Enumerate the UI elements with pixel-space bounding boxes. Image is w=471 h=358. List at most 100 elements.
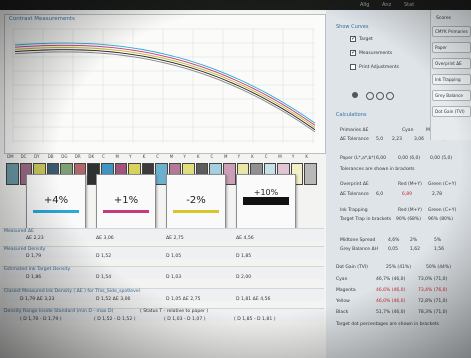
chart-curves bbox=[14, 42, 316, 133]
overprint-tol: ΔE Tolerance bbox=[340, 192, 369, 197]
contrast-curve bbox=[14, 47, 316, 128]
score-button[interactable]: Dot Gain (TVI) bbox=[432, 106, 471, 117]
measured-label: Measured ΔE bbox=[4, 229, 34, 234]
primaries-col: Cyan bbox=[402, 128, 414, 133]
dg-b: 78,3% (71,0) bbox=[418, 310, 448, 315]
swatch-label: DK bbox=[88, 154, 95, 159]
paper-label: Paper (L*,a*,b*) bbox=[340, 156, 376, 161]
dg-a: 46,7% (46,0) bbox=[376, 277, 406, 282]
deviation-box-black: +10% bbox=[236, 174, 296, 236]
swatch-label: DM bbox=[7, 154, 14, 159]
swatch-label: M bbox=[278, 154, 282, 159]
swatch-label: K bbox=[305, 154, 309, 159]
deviation-box-cyan: +4% bbox=[26, 174, 86, 236]
midtone-label: Midtone Spread bbox=[340, 238, 376, 243]
score-button[interactable]: CMYK Primaries bbox=[432, 26, 471, 37]
score-button-label: Overprint ΔE bbox=[435, 61, 462, 66]
paper-val: 0,00 (5,0) bbox=[430, 156, 453, 161]
score-button[interactable]: Paper bbox=[432, 42, 471, 53]
primaries-val: 2,23 bbox=[392, 137, 403, 142]
target-value: D 2,00 bbox=[236, 275, 252, 280]
score-button[interactable]: Grey Balance bbox=[432, 90, 471, 101]
closest-value: D 1,52 ΔE 3,06 bbox=[96, 297, 131, 302]
closest-value: D 1,81 ΔE 4,56 bbox=[236, 297, 271, 302]
deviation-box-magenta: +1% bbox=[96, 174, 156, 236]
range-status: ( Status T - relative to paper ) bbox=[140, 309, 209, 314]
density-label: Measured Density bbox=[4, 247, 46, 252]
deviation-value: +4% bbox=[43, 195, 69, 206]
score-button[interactable]: Overprint ΔE bbox=[432, 58, 471, 69]
measured-value: ΔE 2,75 bbox=[166, 236, 184, 241]
deviation-line bbox=[103, 210, 149, 213]
score-button-label: Dot Gain (TVI) bbox=[435, 109, 465, 114]
swatch-label: DB bbox=[47, 154, 54, 159]
midtone-val: 5% bbox=[434, 238, 442, 243]
overprint-label: Overprint ΔE bbox=[340, 182, 369, 187]
top-item[interactable]: Anz bbox=[382, 2, 392, 8]
swatch-label: Y bbox=[291, 154, 295, 159]
overprint-val: 6,89 bbox=[402, 192, 413, 197]
target-label: Estimated Ink Target Density bbox=[4, 267, 71, 272]
dg-b: 73,4% (76,0) bbox=[418, 288, 448, 293]
swatch-label: K bbox=[142, 154, 146, 159]
color-swatch bbox=[6, 163, 19, 185]
score-button[interactable]: Ink Trapping bbox=[432, 74, 471, 85]
swatch-label: M bbox=[224, 154, 228, 159]
range-value: ( D 1,85 - D 1,81 ) bbox=[234, 317, 276, 322]
top-item[interactable]: Stat bbox=[404, 2, 415, 8]
primaries-val: 3,06 bbox=[414, 137, 425, 142]
range-value: ( D 1,70 - D 1,79 ) bbox=[20, 317, 62, 322]
radio-group[interactable] bbox=[352, 92, 412, 102]
density-value: D 1,52 bbox=[96, 254, 112, 259]
dg-name: Black bbox=[336, 310, 349, 315]
calculations-title: Calculations bbox=[336, 112, 367, 118]
grey-val: 1,62 bbox=[410, 247, 421, 252]
chart-grid bbox=[12, 28, 315, 143]
swatch-label: DR bbox=[74, 154, 81, 159]
target-checkbox[interactable] bbox=[350, 35, 356, 42]
dg-name: Yellow bbox=[336, 299, 350, 304]
print-adjustments-checkbox[interactable] bbox=[350, 64, 356, 70]
swatch-label: DC bbox=[20, 154, 27, 159]
checkbox-label: Print Adjustments bbox=[359, 65, 399, 70]
closest-label: Closest Measured Ink Density ( ΔE ) for … bbox=[4, 289, 140, 294]
grey-label: Grey Balance ΔH bbox=[340, 247, 378, 252]
range-value: ( D 1,03 - D 1,07 ) bbox=[164, 317, 206, 322]
main-panel: Contrast Measurements DM DC DY DB DG DR DK C M Y K… bbox=[0, 10, 326, 358]
checkbox-label: Measurements bbox=[359, 51, 393, 56]
trapping-note: Target Trap in brackets bbox=[340, 217, 392, 222]
swatch-label: K bbox=[196, 154, 200, 159]
measurements-checkbox[interactable] bbox=[350, 49, 356, 56]
top-item[interactable]: Allg bbox=[360, 2, 370, 8]
dotgain-col: 50% (44%) bbox=[426, 265, 451, 270]
midtone-val: 4,6% bbox=[388, 238, 400, 243]
dg-b: 72,8% (71,0) bbox=[418, 299, 448, 304]
paper-val: 0,00 (6,0) bbox=[398, 156, 421, 161]
density-row bbox=[2, 246, 324, 259]
deviation-line bbox=[243, 197, 289, 205]
measured-row bbox=[2, 228, 324, 241]
trapping-label: Ink Trapping bbox=[340, 208, 368, 213]
target-value: D 1,54 bbox=[96, 275, 112, 280]
score-button-label: Grey Balance bbox=[435, 93, 463, 98]
contrast-curve bbox=[14, 51, 316, 133]
measured-value: ΔE 2,23 bbox=[26, 236, 44, 241]
dotgain-col: 25% (41%) bbox=[386, 265, 411, 270]
swatch-label: K bbox=[251, 154, 254, 159]
overprint-val: 6,0 bbox=[376, 192, 384, 197]
measured-value: ΔE 3,06 bbox=[96, 236, 114, 241]
swatch-label: C bbox=[156, 154, 159, 159]
swatch-label: C bbox=[264, 154, 268, 159]
deviation-line bbox=[173, 210, 219, 213]
swatch-label: DY bbox=[34, 154, 40, 159]
dg-name: Cyan bbox=[336, 277, 348, 282]
range-label: Density Range Inside Standard (min D - m… bbox=[4, 309, 114, 314]
contrast-curve bbox=[14, 49, 316, 131]
overprint-val: 2,78 bbox=[432, 192, 443, 197]
swatch-label: Y bbox=[237, 154, 241, 159]
dg-b: 73,0% (71,0) bbox=[418, 277, 448, 282]
swatch-label: C bbox=[210, 154, 214, 159]
swatch-label: M bbox=[169, 154, 174, 159]
deviation-line bbox=[33, 210, 79, 213]
